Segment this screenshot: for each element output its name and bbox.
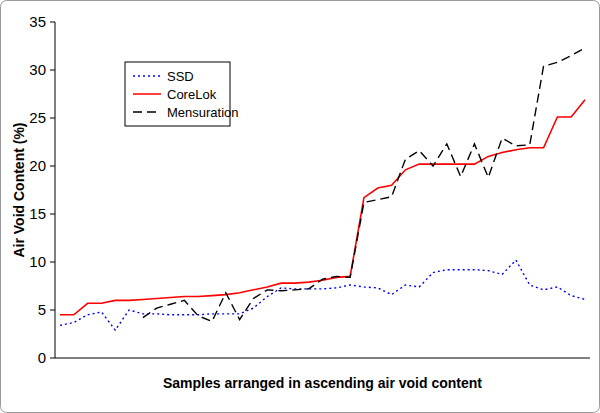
y-tick — [50, 310, 55, 311]
chart: 0 5 10 15 20 25 30 35 Air Void Content (%) Sample… — [0, 0, 600, 413]
legend-swatch — [133, 93, 161, 95]
y-axis — [55, 22, 56, 358]
legend-swatch — [133, 111, 161, 113]
series-line — [60, 100, 585, 315]
legend: SSD CoreLok Mensuration — [125, 62, 239, 126]
x-axis — [55, 358, 590, 359]
y-tick — [50, 70, 55, 71]
y-tick — [50, 358, 55, 359]
y-tick — [50, 262, 55, 263]
y-tick-label: 5 — [38, 301, 46, 318]
y-tick-label: 20 — [29, 157, 46, 174]
x-axis-label: Samples arranged in ascending air void c… — [163, 375, 482, 391]
y-axis-label: Air Void Content (%) — [11, 122, 27, 257]
series-line — [60, 260, 585, 330]
y-tick-label: 35 — [29, 13, 46, 30]
y-tick-label: 0 — [38, 349, 46, 366]
y-tick — [50, 22, 55, 23]
y-tick-label: 25 — [29, 109, 46, 126]
y-tick-label: 30 — [29, 61, 46, 78]
y-tick — [50, 118, 55, 119]
y-tick-label: 10 — [29, 253, 46, 270]
legend-label: CoreLok — [167, 87, 217, 102]
y-tick — [50, 214, 55, 215]
legend-label: SSD — [167, 69, 194, 84]
legend-label: Mensuration — [167, 105, 239, 120]
plot-area — [60, 48, 585, 330]
legend-swatch — [133, 75, 161, 77]
y-tick-label: 15 — [29, 205, 46, 222]
border — [1, 1, 600, 413]
y-tick — [50, 166, 55, 167]
series-line — [143, 48, 585, 322]
